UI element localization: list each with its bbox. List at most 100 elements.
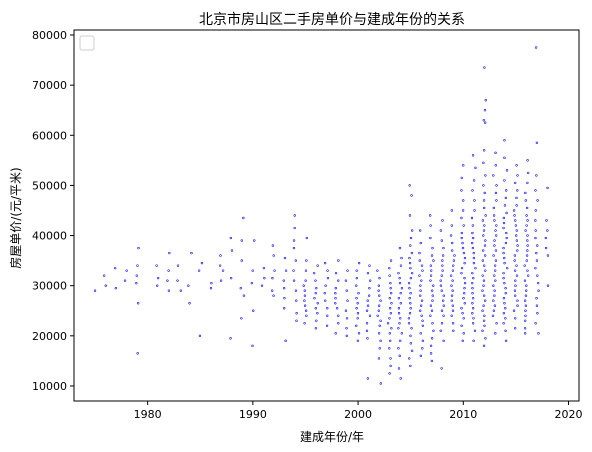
data-point (293, 214, 296, 217)
data-point (397, 307, 401, 310)
data-point (483, 191, 486, 195)
data-point (473, 199, 476, 202)
data-point (504, 287, 507, 290)
data-point (471, 236, 475, 240)
data-point (524, 191, 527, 195)
y-axis-label: 房屋单价/(元/平米) (8, 167, 23, 268)
data-point (526, 269, 529, 272)
ticks-layer: 1980 1990 2000 2010 2020 10000 20000 30000 40000… (32, 29, 582, 421)
data-point (535, 174, 538, 177)
data-point (397, 367, 401, 370)
data-point (471, 307, 475, 310)
data-point (462, 332, 465, 335)
data-point (240, 259, 243, 262)
data-point (272, 294, 275, 297)
data-point (242, 294, 246, 297)
data-point (410, 349, 414, 353)
data-point (324, 299, 327, 302)
data-point (355, 269, 358, 272)
data-point (482, 279, 486, 282)
data-point (513, 254, 517, 257)
data-point (316, 302, 319, 305)
data-point (472, 317, 475, 320)
data-point (462, 224, 465, 227)
data-point (304, 279, 307, 282)
data-point (344, 309, 348, 312)
data-point (323, 261, 327, 265)
data-point (431, 299, 434, 302)
data-point (388, 266, 391, 270)
data-point (334, 297, 337, 300)
data-point (515, 264, 518, 267)
data-point (239, 287, 242, 290)
data-point (504, 241, 508, 245)
data-point (429, 224, 432, 227)
data-point (461, 209, 465, 212)
data-point (346, 269, 349, 272)
data-point (525, 224, 528, 227)
data-point (366, 377, 370, 380)
data-point (451, 241, 454, 245)
data-point (410, 251, 414, 255)
data-point (451, 279, 454, 282)
data-point (419, 304, 423, 307)
data-point (430, 337, 434, 340)
data-point (482, 344, 486, 348)
data-point (410, 271, 414, 275)
data-point (473, 329, 477, 333)
data-point (345, 327, 348, 330)
data-point (326, 307, 329, 310)
data-point (462, 297, 465, 300)
data-point (388, 347, 391, 350)
data-point (390, 327, 393, 330)
data-point (481, 219, 485, 222)
data-point (545, 219, 548, 222)
data-point (504, 196, 508, 200)
data-point (305, 259, 308, 262)
data-point (229, 337, 232, 340)
data-point (176, 264, 180, 267)
data-point (482, 161, 485, 165)
data-point (471, 312, 474, 315)
data-point (325, 324, 329, 327)
data-point (460, 307, 463, 310)
data-point (460, 236, 463, 240)
data-point (471, 189, 474, 192)
data-point (326, 314, 329, 317)
data-point (484, 121, 487, 124)
data-point (419, 354, 423, 358)
data-point (472, 261, 476, 265)
data-point (409, 307, 412, 310)
data-point (513, 327, 517, 330)
data-point (460, 266, 464, 270)
data-point (421, 319, 424, 322)
data-point (439, 329, 442, 333)
data-point (484, 337, 487, 340)
data-point (365, 322, 369, 325)
data-point (399, 377, 402, 380)
data-point (337, 279, 340, 282)
data-point (442, 246, 445, 250)
data-point (377, 284, 381, 287)
data-point (410, 194, 413, 197)
data-point (356, 302, 359, 305)
data-point (463, 261, 466, 265)
data-point (534, 229, 537, 232)
data-point (314, 327, 318, 330)
data-point (513, 269, 517, 272)
data-point (314, 307, 318, 310)
data-point (389, 259, 393, 262)
data-point (474, 266, 477, 270)
data-point (502, 216, 506, 220)
data-point (294, 289, 298, 292)
data-point (334, 271, 338, 275)
data-point (409, 364, 412, 368)
data-point (516, 299, 519, 302)
data-point (303, 289, 307, 292)
data-point (471, 231, 474, 235)
data-point (179, 289, 183, 292)
data-point (337, 322, 340, 325)
data-point (168, 251, 171, 255)
data-point (334, 287, 337, 290)
